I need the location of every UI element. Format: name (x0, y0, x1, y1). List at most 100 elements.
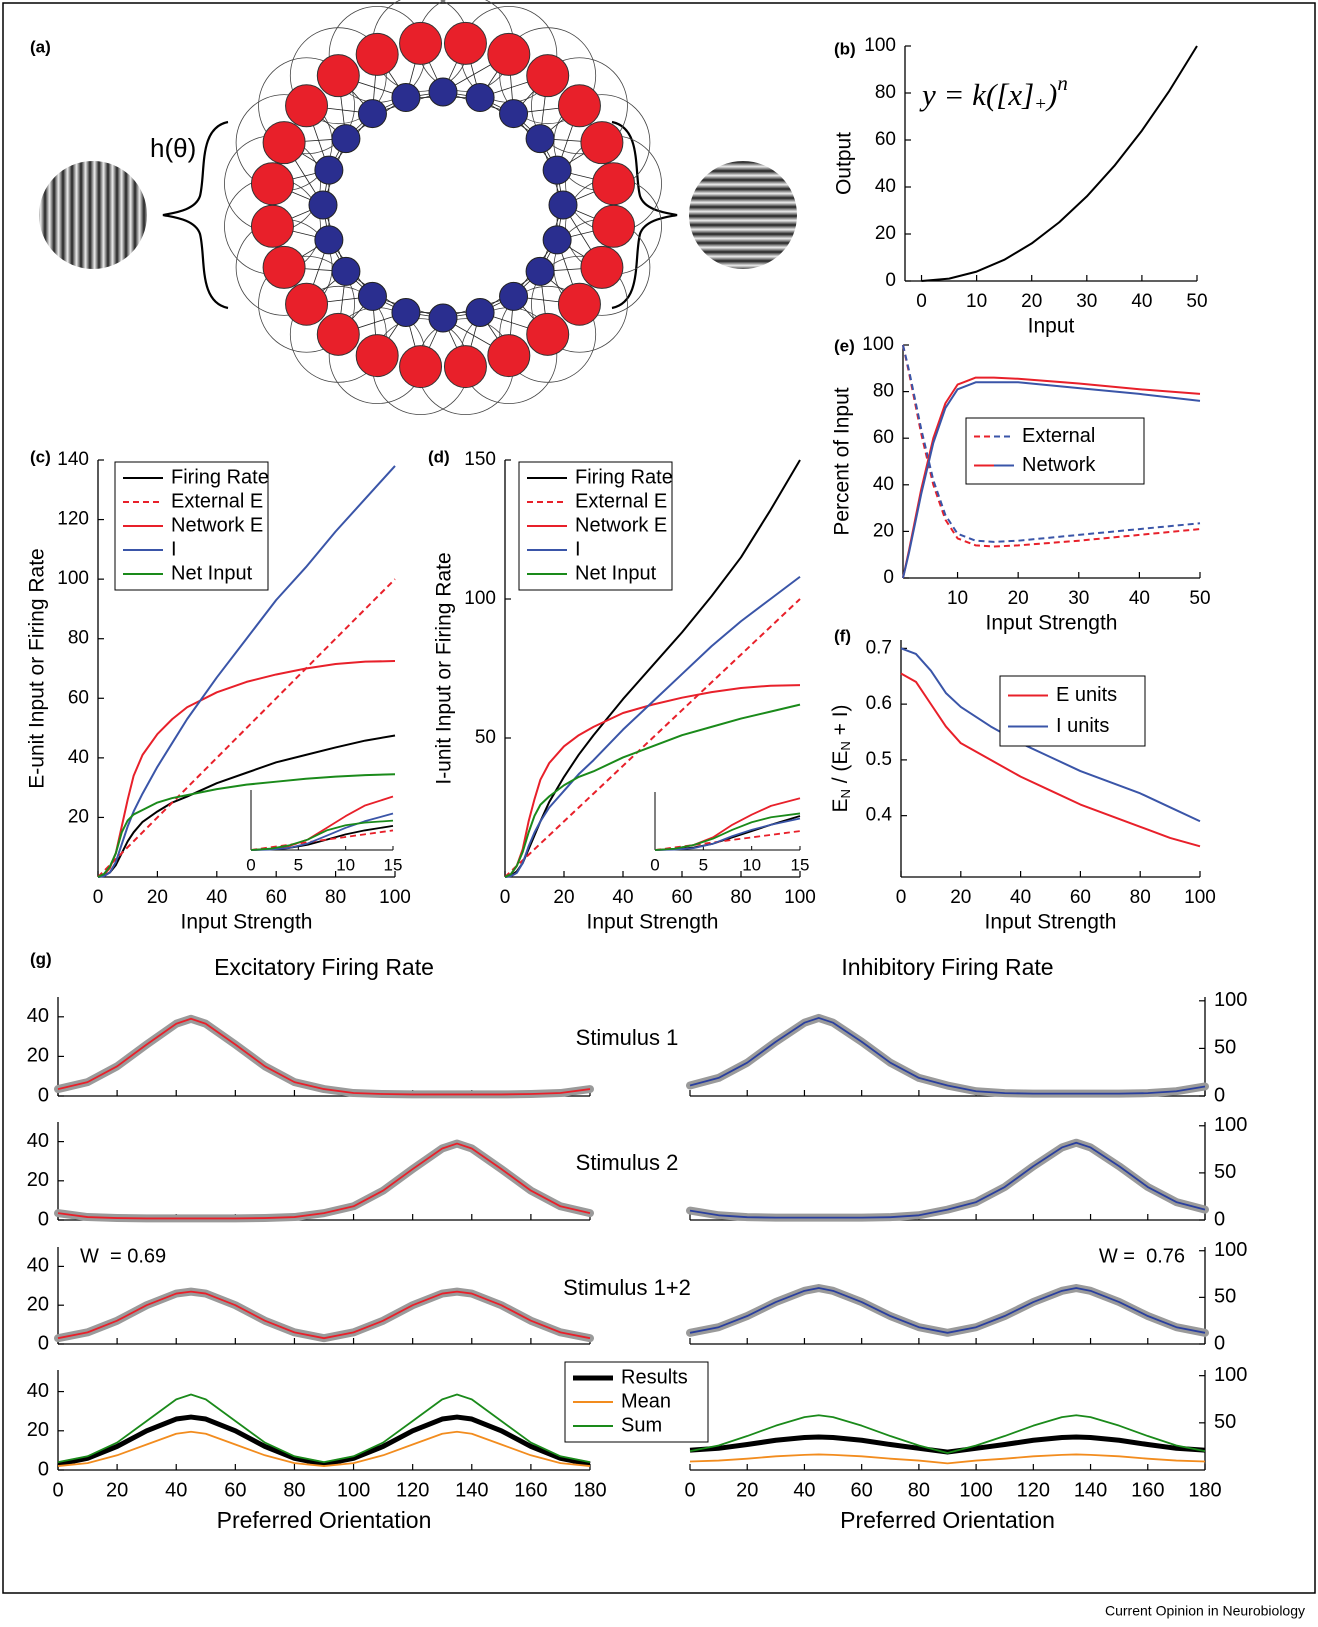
y-tick-label: 140 (57, 449, 89, 470)
series-line (57, 1393, 591, 1464)
x-axis-label: Input Strength (181, 911, 313, 934)
inset-x-tick-label: 15 (384, 855, 403, 874)
series-line (97, 660, 396, 878)
y-tick-label: 40 (875, 176, 896, 197)
i-unit (391, 83, 421, 113)
panel-label: (g) (30, 949, 52, 968)
y-tick-label: 40 (27, 1005, 49, 1027)
connection-arc (289, 27, 387, 125)
connection-arc (499, 27, 597, 125)
series-line (654, 830, 801, 851)
x-tick-label: 20 (147, 887, 168, 908)
series-outline (54, 1287, 594, 1343)
e-unit (592, 162, 636, 206)
border (2, 2, 1316, 1594)
legend-label: E units (1056, 684, 1117, 706)
y-tick-label: 120 (57, 509, 89, 530)
y-tick-label: 40 (873, 474, 894, 495)
y-tick-label: 20 (875, 223, 896, 244)
y-axis-label-part: + I) (829, 704, 852, 741)
x-tick-label: 80 (908, 1479, 930, 1501)
e-unit (399, 21, 443, 65)
y-tick-label: 0 (38, 1208, 49, 1230)
y-tick-label: 20 (27, 1293, 49, 1315)
equation-part: n (1057, 71, 1068, 95)
e-unit (316, 312, 360, 356)
y-tick-label: 0.5 (866, 749, 892, 770)
panel-label: (a) (30, 37, 51, 56)
equation-part: + (1034, 94, 1047, 115)
y-tick-label: 0.6 (866, 693, 892, 714)
equation-part: ) (1045, 77, 1057, 112)
e-unit (557, 282, 601, 326)
x-tick-label: 40 (165, 1479, 187, 1501)
series-outline (686, 1138, 1209, 1222)
series-line (57, 1430, 591, 1467)
legend-label: I (171, 538, 177, 560)
y-tick-label: 80 (875, 82, 896, 103)
series-line (57, 1290, 591, 1340)
y-tick-label: 40 (68, 747, 89, 768)
e-unit (487, 334, 531, 378)
legend-label: Net Input (575, 562, 657, 584)
annotation: Stimulus 1 (576, 1025, 679, 1050)
x-tick-label: 100 (1184, 887, 1216, 908)
legend-label: Network (1022, 454, 1096, 476)
y-tick-label: 50 (1214, 1286, 1236, 1308)
annotation: Stimulus 1+2 (563, 1275, 691, 1300)
e-unit (557, 84, 601, 128)
series-outline (54, 1014, 594, 1099)
x-tick-label: 0 (500, 887, 511, 908)
series-outline (686, 1284, 1209, 1337)
x-tick-label: 60 (224, 1479, 246, 1501)
inset-x-tick-label: 5 (294, 855, 303, 874)
connection-arc (258, 57, 355, 155)
grating-vertical (39, 161, 147, 269)
y-tick-label: 100 (464, 588, 496, 609)
inset-x-tick-label: 10 (742, 855, 761, 874)
i-unit (499, 281, 529, 311)
i-unit (499, 99, 529, 129)
series-line (654, 797, 801, 851)
connection-arc (289, 285, 387, 383)
e-unit (580, 121, 624, 165)
i-unit (525, 256, 555, 286)
e-unit (262, 121, 306, 165)
series-line (504, 703, 801, 878)
equation-part: y = k([x] (919, 77, 1034, 112)
y-axis-label-part: E (829, 799, 852, 813)
series-line (921, 45, 1198, 282)
footer: Current Opinion in Neurobiology (1105, 1603, 1305, 1619)
panel-label: (e) (834, 336, 855, 355)
x-tick-label: 50 (1186, 291, 1207, 312)
y-tick-label: 0 (885, 270, 896, 291)
x-tick-label: 0 (916, 291, 927, 312)
x-tick-label: 10 (966, 291, 987, 312)
e-unit (250, 204, 294, 248)
y-tick-label: 100 (57, 568, 89, 589)
x-tick-label: 10 (947, 588, 968, 609)
legend-label: Firing Rate (171, 466, 269, 488)
annotation: Stimulus 2 (576, 1150, 679, 1175)
legend-label: Mean (621, 1390, 671, 1412)
inset-x-tick-label: 15 (791, 855, 810, 874)
legend-label: External E (171, 490, 263, 512)
x-tick-label: 20 (1008, 588, 1029, 609)
x-tick-label: 80 (283, 1479, 305, 1501)
x-tick-label: 40 (612, 887, 633, 908)
y-tick-label: 50 (1214, 1161, 1236, 1183)
y-tick-label: 40 (27, 1380, 49, 1402)
i-unit (465, 297, 495, 327)
series-line (250, 795, 394, 851)
x-tick-label: 60 (671, 887, 692, 908)
e-unit (592, 204, 636, 248)
y-axis-label: I-unit Input or Firing Rate (433, 552, 456, 784)
series-line (250, 819, 394, 851)
x-tick-label: 100 (337, 1479, 370, 1501)
x-tick-label: 40 (793, 1479, 815, 1501)
i-unit (357, 281, 387, 311)
x-axis-label: Preferred Orientation (217, 1507, 432, 1533)
e-unit (580, 245, 624, 289)
grating-horizontal (689, 161, 797, 269)
